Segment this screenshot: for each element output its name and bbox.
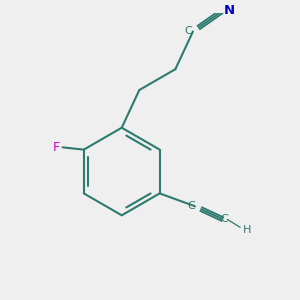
Text: C: C [220, 214, 228, 224]
Text: H: H [243, 225, 251, 235]
Text: C: C [188, 201, 195, 211]
Text: N: N [224, 4, 235, 16]
Text: C: C [184, 26, 192, 37]
Text: F: F [53, 141, 60, 154]
